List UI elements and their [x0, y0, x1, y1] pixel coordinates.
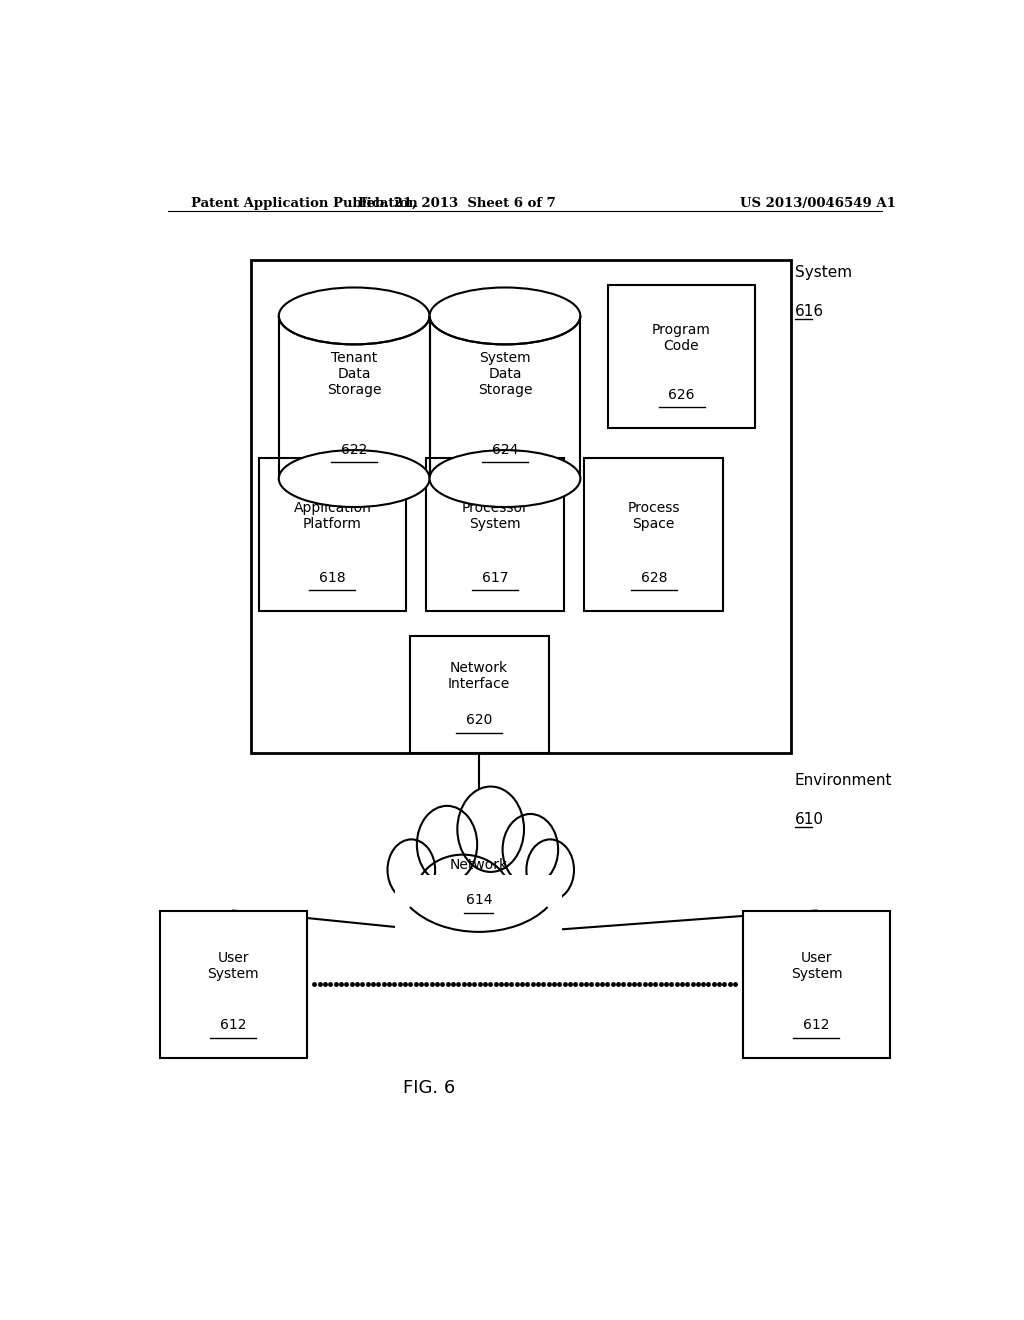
- Text: FIG. 6: FIG. 6: [403, 1080, 456, 1097]
- Text: 616: 616: [795, 304, 823, 318]
- Text: System: System: [795, 265, 852, 280]
- Ellipse shape: [458, 787, 524, 873]
- Ellipse shape: [503, 814, 558, 886]
- Text: 620: 620: [466, 714, 493, 727]
- Bar: [743, 911, 890, 1057]
- Text: Tenant
Data
Storage: Tenant Data Storage: [327, 351, 381, 397]
- Text: 617: 617: [481, 572, 508, 585]
- Text: User
System: User System: [207, 950, 259, 981]
- Text: Network
Interface: Network Interface: [449, 661, 510, 692]
- Text: System
Data
Storage: System Data Storage: [478, 351, 532, 397]
- Text: 614: 614: [466, 894, 492, 907]
- Bar: [426, 458, 564, 611]
- Text: Application
Platform: Application Platform: [294, 502, 372, 531]
- Bar: [279, 315, 430, 479]
- Ellipse shape: [430, 288, 581, 345]
- Text: Patent Application Publication: Patent Application Publication: [191, 197, 418, 210]
- Text: User
System: User System: [791, 950, 843, 981]
- Ellipse shape: [387, 840, 435, 900]
- Text: Environment: Environment: [795, 774, 892, 788]
- Bar: [608, 285, 755, 428]
- Text: US 2013/0046549 A1: US 2013/0046549 A1: [740, 197, 896, 210]
- Text: 628: 628: [640, 572, 667, 585]
- Bar: [410, 636, 549, 752]
- Bar: [395, 875, 562, 956]
- Ellipse shape: [279, 450, 430, 507]
- Text: 612: 612: [220, 1019, 247, 1032]
- Text: 618: 618: [319, 572, 346, 585]
- Text: Network: Network: [450, 858, 508, 871]
- Bar: [259, 458, 406, 611]
- Text: 612: 612: [803, 1019, 829, 1032]
- Ellipse shape: [416, 854, 511, 936]
- Text: 610: 610: [795, 812, 823, 826]
- Text: 622: 622: [341, 444, 368, 457]
- Text: Processor
System: Processor System: [462, 502, 528, 531]
- Ellipse shape: [430, 450, 581, 507]
- Text: 624: 624: [492, 444, 518, 457]
- Bar: [430, 315, 581, 479]
- Bar: [160, 911, 306, 1057]
- Ellipse shape: [526, 840, 574, 900]
- Text: Feb. 21, 2013  Sheet 6 of 7: Feb. 21, 2013 Sheet 6 of 7: [358, 197, 556, 210]
- Bar: [585, 458, 723, 611]
- Text: Program
Code: Program Code: [652, 323, 711, 354]
- Text: 626: 626: [669, 388, 695, 403]
- Bar: [251, 260, 791, 752]
- Ellipse shape: [279, 288, 430, 345]
- Text: Process
Space: Process Space: [628, 502, 680, 531]
- Ellipse shape: [417, 805, 477, 883]
